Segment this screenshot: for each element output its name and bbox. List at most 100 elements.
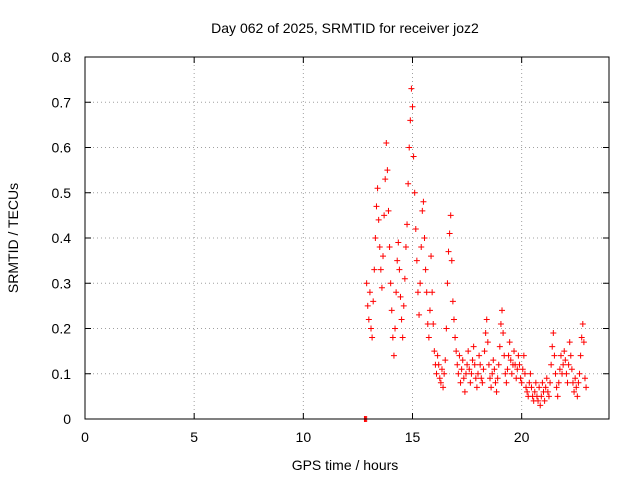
data-point [417,280,424,287]
data-point [383,139,390,146]
data-point [471,361,478,368]
data-point [399,334,406,341]
data-point [465,348,472,355]
data-point [554,393,561,400]
y-axis-label: SRMTID / TECUs [5,183,21,293]
data-point [413,257,420,264]
data-point [378,284,385,291]
data-point [485,361,492,368]
data-point [556,366,563,373]
data-point [473,384,480,391]
data-point [487,375,494,382]
data-point [405,180,412,187]
data-point [450,316,457,323]
data-point [376,244,383,251]
data-points [361,85,590,422]
data-point [469,357,476,364]
data-point [416,311,423,318]
data-point [419,207,426,214]
data-point [568,366,575,373]
data-point [435,361,442,368]
data-point [392,325,399,332]
data-point [366,289,373,296]
data-point [422,266,429,273]
data-point [514,366,521,373]
x-tick-label: 5 [190,429,198,445]
data-point [429,289,436,296]
data-point [516,361,523,368]
data-point [536,384,543,391]
data-point [490,357,497,364]
data-point [455,370,462,377]
y-tick-label: 0.8 [52,49,72,65]
data-point [431,348,438,355]
data-point [426,307,433,314]
x-tick-label: 10 [296,429,312,445]
data-point [371,266,378,273]
data-point [519,366,526,373]
data-point [368,325,375,332]
data-point [414,289,421,296]
data-point [477,361,484,368]
data-point [560,361,567,368]
data-point [438,366,445,373]
data-point [453,348,460,355]
data-point [389,334,396,341]
data-point [565,361,572,368]
data-point [518,379,525,386]
data-point [579,320,586,327]
data-point [504,366,511,373]
data-point [404,221,411,228]
data-point [456,352,463,359]
data-point [517,375,524,382]
x-tick-label: 0 [81,429,89,445]
data-point [489,370,496,377]
data-point [497,320,504,327]
data-point [377,266,384,273]
data-point [380,253,387,260]
data-point [573,384,580,391]
data-point [506,339,513,346]
data-point [464,361,471,368]
data-point [548,361,555,368]
data-point [575,379,582,386]
data-point [541,397,548,404]
data-point [386,244,393,251]
data-point [543,375,550,382]
data-point [475,370,481,377]
data-point [462,370,469,377]
data-point [494,375,501,382]
data-point [461,388,468,395]
data-point [562,357,569,364]
data-point [365,316,372,323]
chart-title: Day 062 of 2025, SRMTID for receiver joz… [211,20,479,36]
data-point [564,379,571,386]
data-point [446,230,453,237]
data-point [443,325,450,332]
y-axis-ticks: 0 0.1 0.2 0.3 0.4 0.5 0.6 0.7 0.8 [52,49,609,427]
data-point [445,248,452,255]
plot-frame [84,56,610,420]
data-point [552,370,559,377]
data-point [381,212,388,219]
data-point [578,334,585,341]
data-point [408,85,415,92]
data-point [571,388,578,395]
data-point [480,366,487,373]
y-tick-label: 0.2 [52,321,72,337]
data-point [393,289,400,296]
data-point [384,167,391,174]
data-point [428,253,435,260]
data-point [567,352,574,359]
data-point [411,189,418,196]
data-point [528,384,535,391]
data-point [488,384,495,391]
data-point [523,384,530,391]
data-point [421,235,428,241]
data-point [390,352,397,359]
data-point [495,361,502,368]
data-point [444,280,451,287]
data-point [372,235,379,241]
data-point [476,352,483,359]
